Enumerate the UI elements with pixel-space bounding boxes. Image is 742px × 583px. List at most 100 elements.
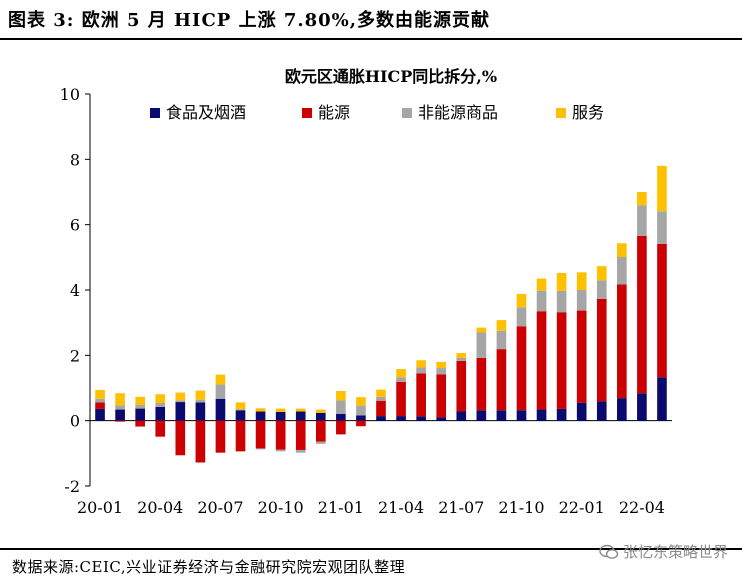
bar-segment bbox=[657, 211, 667, 244]
x-tick-label: 21-10 bbox=[498, 498, 544, 517]
legend-swatch bbox=[556, 108, 566, 118]
watermark: 张忆东策略世界 bbox=[599, 541, 728, 562]
bar-segment bbox=[596, 266, 607, 281]
bar-segment bbox=[315, 409, 326, 413]
bar-segment bbox=[315, 412, 326, 421]
bar-segment bbox=[356, 405, 366, 416]
bar-segment bbox=[476, 357, 487, 411]
bar-segment bbox=[195, 399, 206, 403]
x-tick-label: 20-04 bbox=[137, 498, 183, 517]
bar-segment bbox=[115, 420, 125, 422]
source-note: 数据来源:CEIC,兴业证券经济与金融研究院宏观团队整理 bbox=[12, 558, 406, 576]
bar-segment bbox=[536, 311, 547, 410]
bar-segment bbox=[416, 367, 426, 374]
bar-segment bbox=[476, 332, 487, 358]
bar-segment bbox=[617, 284, 627, 399]
bar-segment bbox=[175, 392, 186, 401]
legend-swatch bbox=[402, 108, 412, 118]
bar-segment bbox=[556, 312, 567, 409]
bar-segment bbox=[155, 394, 166, 404]
y-tick-label: 4 bbox=[70, 281, 80, 300]
bar-segment bbox=[416, 416, 426, 421]
top-rule bbox=[0, 38, 742, 40]
bar-segment bbox=[456, 353, 467, 358]
bar-segment bbox=[516, 307, 527, 327]
bar-segment bbox=[115, 409, 125, 421]
bar-segment bbox=[396, 381, 406, 417]
bar-segment bbox=[135, 420, 145, 427]
bar-segment bbox=[556, 273, 567, 291]
bar-segment bbox=[215, 398, 226, 421]
bar-segment bbox=[396, 416, 406, 421]
bar-segment bbox=[536, 278, 547, 291]
bar-segment bbox=[576, 402, 587, 421]
x-tick-label: 20-01 bbox=[77, 498, 123, 517]
bottom-rule bbox=[0, 548, 742, 550]
bar-segment bbox=[336, 400, 346, 414]
bar-segment bbox=[235, 410, 246, 421]
chart-title: 欧元区通胀HICP同比拆分,% bbox=[285, 67, 497, 86]
bar-segment bbox=[235, 420, 246, 452]
bar-segment bbox=[556, 408, 567, 421]
x-tick-label: 20-07 bbox=[197, 498, 243, 517]
bar-segment bbox=[516, 326, 527, 411]
bar-segment bbox=[476, 410, 487, 421]
bar-segment bbox=[235, 409, 246, 411]
bar-segment bbox=[315, 441, 326, 444]
bar-segment bbox=[215, 420, 226, 453]
bar-segment bbox=[155, 406, 166, 421]
bar-segment bbox=[275, 408, 286, 412]
figure-title: 图表 3: 欧洲 5 月 HICP 上涨 7.80%,多数由能源贡献 bbox=[8, 10, 491, 31]
wechat-icon bbox=[599, 544, 619, 559]
y-tick-label: 8 bbox=[70, 150, 80, 169]
bar-segment bbox=[436, 374, 447, 418]
bar-segment bbox=[336, 420, 346, 435]
bar-segment bbox=[376, 400, 386, 417]
bar-segment bbox=[235, 402, 246, 410]
legend-label: 非能源商品 bbox=[418, 103, 498, 122]
bar-segment bbox=[95, 398, 105, 403]
bar-segment bbox=[376, 396, 386, 401]
bar-segment bbox=[617, 257, 627, 285]
legend-swatch bbox=[150, 108, 160, 118]
legend-label: 能源 bbox=[318, 103, 350, 122]
legend-label: 服务 bbox=[572, 103, 604, 122]
bar-segment bbox=[596, 298, 607, 402]
bar-segment bbox=[637, 393, 647, 421]
bar-segment bbox=[396, 377, 406, 382]
bar-segment bbox=[416, 360, 426, 368]
x-tick-label: 21-04 bbox=[378, 498, 424, 517]
bar-segment bbox=[356, 420, 366, 427]
bar-segment bbox=[376, 389, 386, 397]
bar-segment bbox=[295, 420, 306, 451]
y-tick-label: 10 bbox=[60, 85, 80, 104]
bar-segment bbox=[175, 420, 186, 456]
bar-segment bbox=[576, 272, 587, 290]
bar-segment bbox=[255, 448, 266, 450]
chart-header: 图表 3: 欧洲 5 月 HICP 上涨 7.80%,多数由能源贡献 bbox=[0, 0, 742, 36]
bar-segment bbox=[456, 411, 467, 421]
bar-segment bbox=[456, 360, 467, 412]
bar-segment bbox=[637, 235, 647, 394]
bar-segment bbox=[295, 411, 306, 421]
x-tick-label: 21-07 bbox=[438, 498, 484, 517]
bar-segment bbox=[336, 413, 346, 421]
bar-segment bbox=[356, 397, 366, 406]
bar-segment bbox=[516, 293, 527, 308]
bar-segment bbox=[195, 420, 206, 463]
x-tick-label: 22-04 bbox=[619, 498, 665, 517]
bar-segment bbox=[275, 411, 286, 421]
bar-segment bbox=[456, 357, 467, 361]
bar-segment bbox=[215, 374, 226, 385]
bar-segment bbox=[135, 408, 145, 421]
y-tick-label: 6 bbox=[70, 216, 80, 235]
bar-segment bbox=[657, 377, 667, 421]
bar-segment bbox=[436, 417, 447, 421]
bar-segment bbox=[496, 330, 507, 350]
bar-segment bbox=[115, 405, 125, 410]
bar-segment bbox=[275, 449, 286, 452]
bar-segment bbox=[496, 320, 507, 331]
bar-segment bbox=[436, 368, 447, 375]
stacked-bar-chart: 欧元区通胀HICP同比拆分,% -2 0 2 4 6 8 10 20-01 20-04 20-07 2… bbox=[60, 67, 672, 517]
bar-segment bbox=[95, 402, 105, 409]
